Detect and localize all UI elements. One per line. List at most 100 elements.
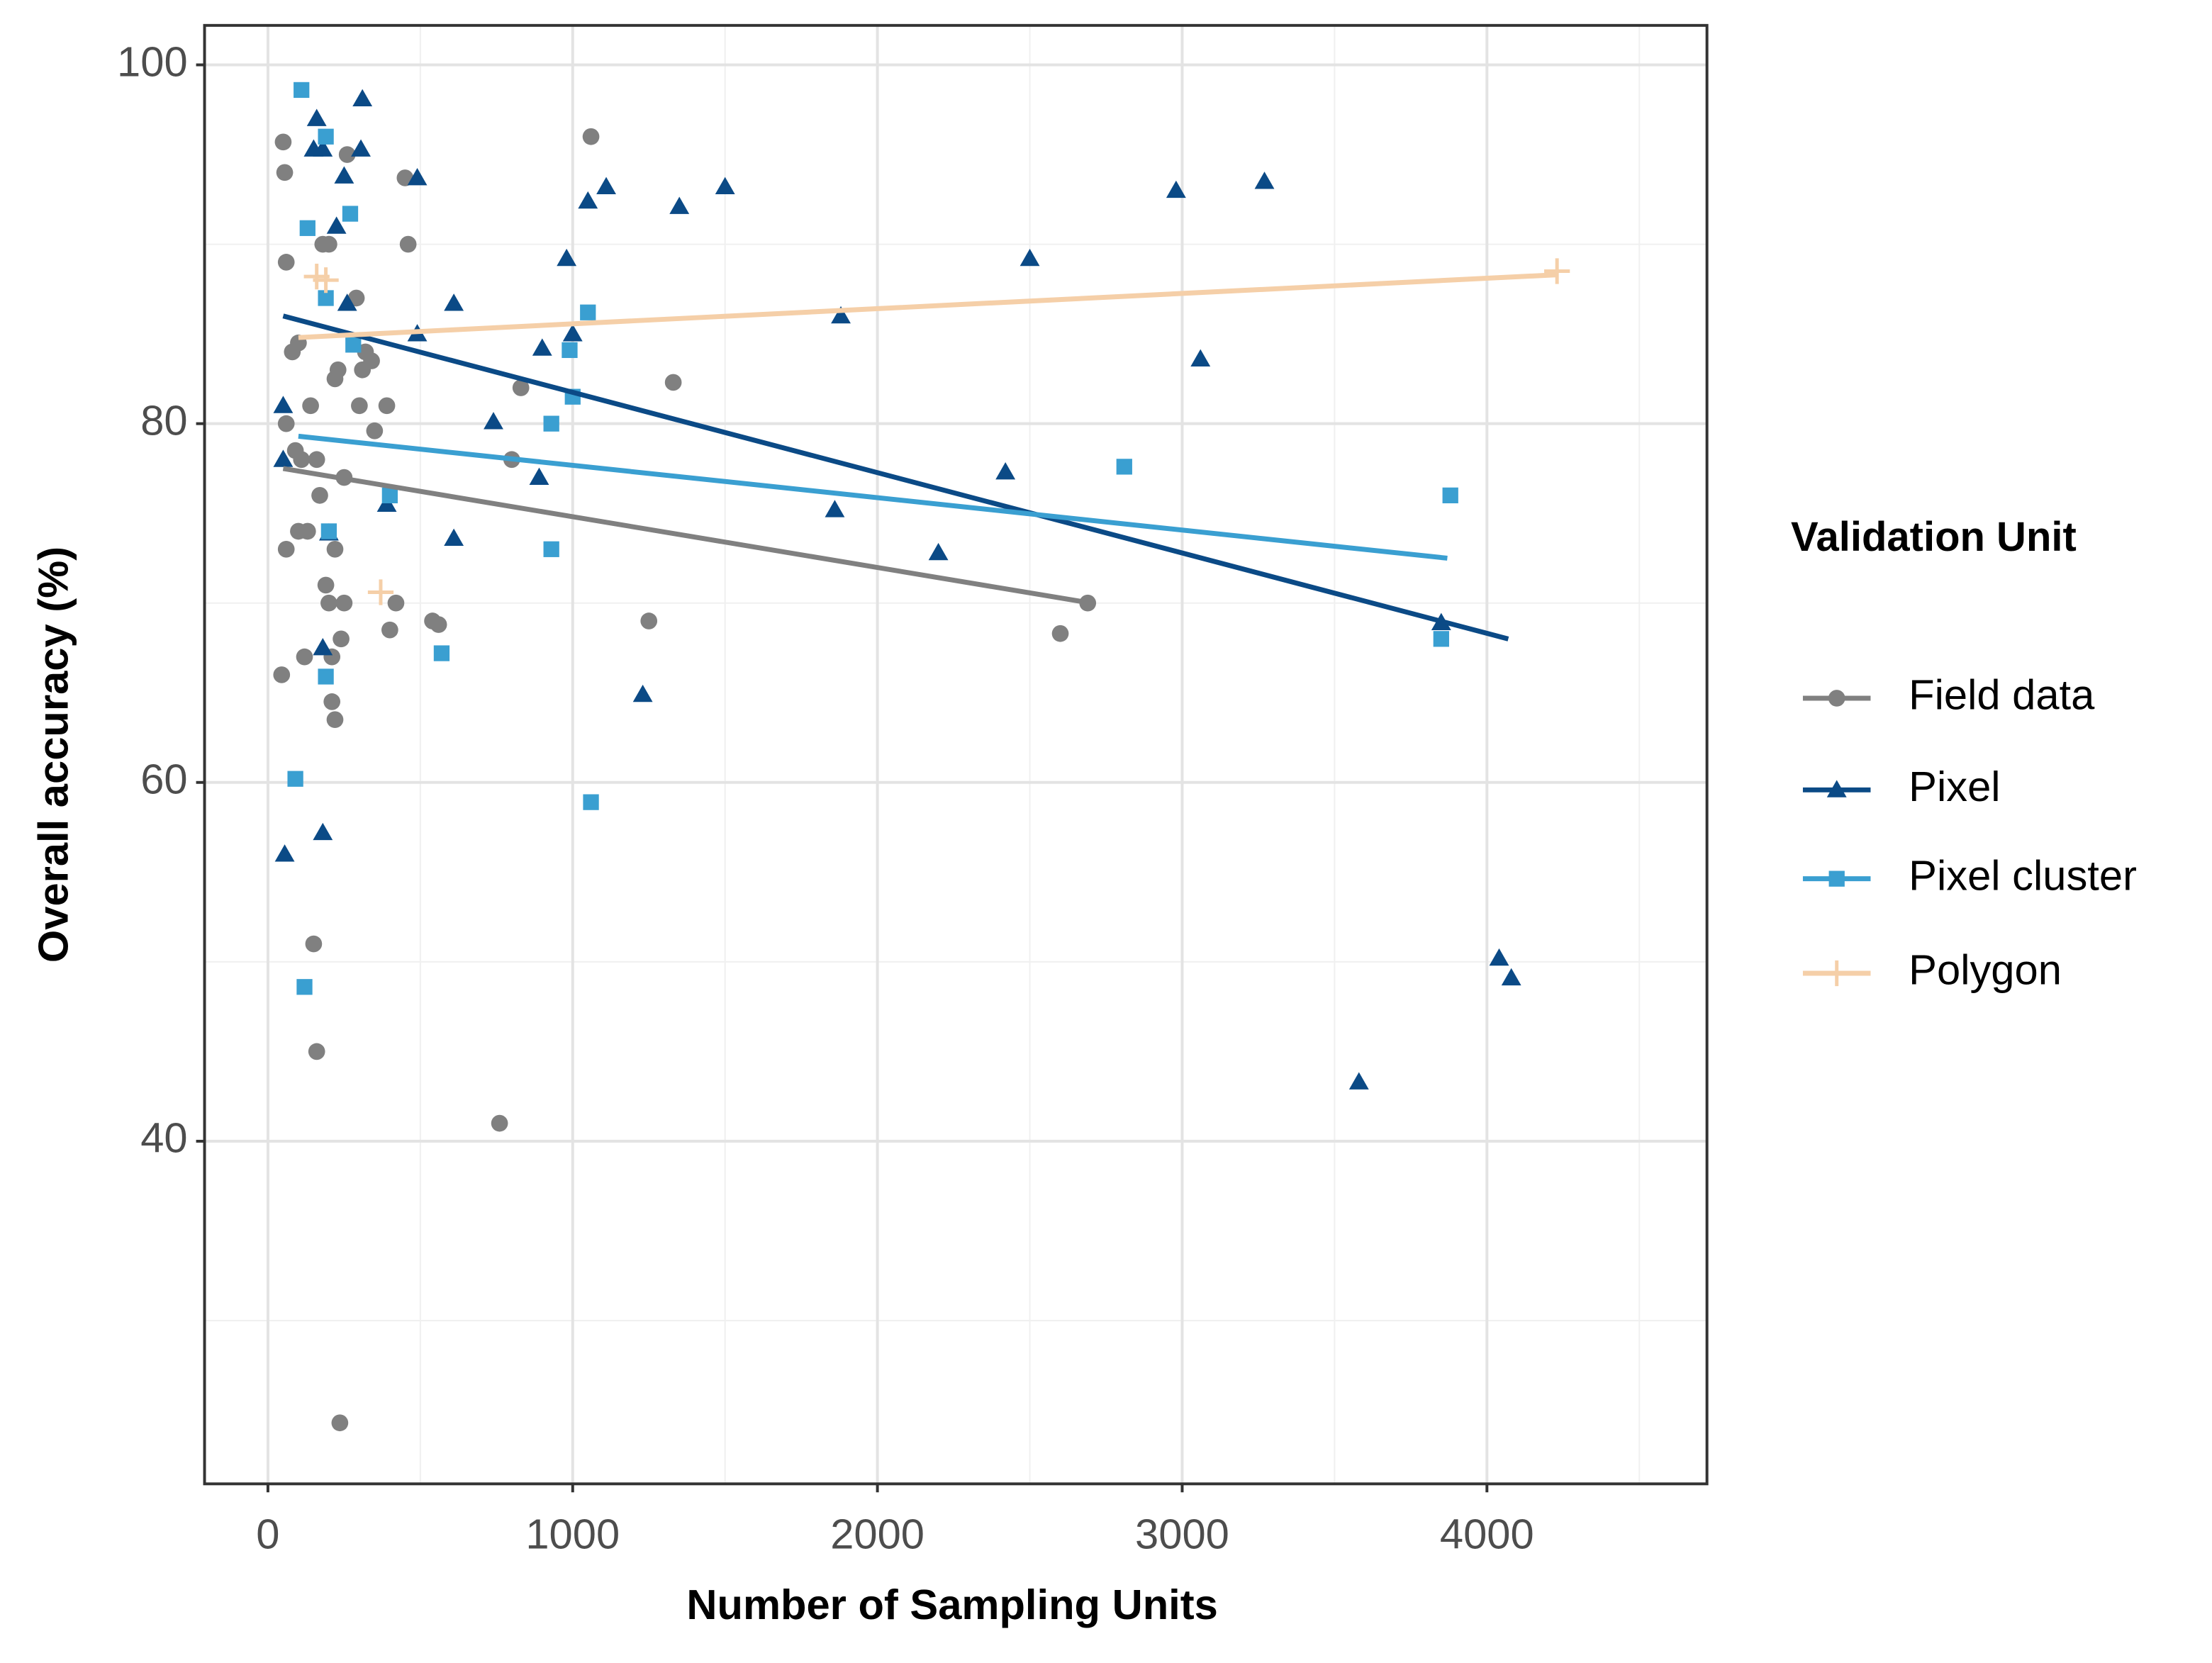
x-tick-label: 2000 <box>830 1511 925 1558</box>
point <box>543 415 559 432</box>
point <box>277 415 295 432</box>
point <box>273 666 291 683</box>
point <box>1020 248 1040 267</box>
point <box>296 648 313 666</box>
x-axis-title: Number of Sampling Units <box>686 1581 1217 1628</box>
point <box>407 168 428 186</box>
point <box>302 397 319 415</box>
point <box>1501 968 1521 986</box>
trend-line <box>282 313 1509 642</box>
y-axis-title: Overall accuracy (%) <box>29 547 77 963</box>
point <box>399 235 417 253</box>
point <box>274 133 292 151</box>
point <box>664 374 682 391</box>
point <box>529 467 549 486</box>
point <box>825 500 845 517</box>
trend-line <box>298 272 1558 340</box>
legend-key-marker <box>1823 960 1850 987</box>
point <box>334 166 354 184</box>
point <box>287 771 303 787</box>
trend-line <box>298 433 1448 561</box>
point <box>381 621 398 639</box>
point <box>326 540 344 558</box>
point <box>299 220 315 236</box>
point <box>294 82 310 99</box>
point <box>381 487 398 504</box>
point <box>274 844 295 862</box>
point <box>318 668 334 685</box>
point <box>293 451 311 469</box>
point <box>342 206 359 222</box>
point <box>326 216 347 234</box>
point <box>337 293 357 311</box>
marks <box>273 82 1570 1432</box>
point <box>580 304 596 320</box>
legend-label: Field data <box>1909 671 2095 719</box>
point <box>669 196 690 214</box>
y-tick-label: 40 <box>140 1114 187 1162</box>
point <box>323 693 341 710</box>
trend-line <box>282 466 1092 606</box>
point <box>640 612 658 629</box>
point <box>484 412 503 430</box>
grid <box>204 25 1707 1484</box>
point <box>632 684 653 702</box>
y-tick-label: 80 <box>140 396 187 444</box>
point <box>562 342 578 359</box>
point <box>313 267 339 293</box>
point <box>352 89 373 107</box>
point <box>311 487 328 504</box>
point <box>308 1043 325 1060</box>
point <box>532 338 552 356</box>
point <box>345 337 362 353</box>
point <box>313 638 333 656</box>
point <box>326 711 344 729</box>
point <box>1544 258 1570 284</box>
x-tick-label: 1000 <box>525 1511 620 1558</box>
axes: 0 1000 2000 3000 4000 40 60 80 100 <box>117 38 1534 1557</box>
legend-title: Validation Unit <box>1791 514 2077 560</box>
point <box>378 397 396 415</box>
point <box>318 290 334 306</box>
point <box>562 324 583 342</box>
point <box>557 248 577 267</box>
point <box>1051 625 1069 642</box>
plot-border <box>203 23 1709 1486</box>
point <box>1442 487 1458 504</box>
point <box>367 579 394 605</box>
point <box>1489 948 1509 966</box>
point <box>318 128 334 145</box>
point <box>338 146 356 163</box>
point <box>320 594 337 612</box>
point <box>320 235 337 253</box>
x-tick-label: 4000 <box>1440 1511 1534 1558</box>
point <box>317 576 335 594</box>
plot-panel <box>204 25 1707 1484</box>
point <box>715 177 735 195</box>
point <box>578 191 598 209</box>
point <box>313 822 333 841</box>
point <box>491 1114 508 1132</box>
legend-key-marker <box>1828 870 1845 887</box>
point <box>1116 459 1132 475</box>
point <box>320 523 337 539</box>
point <box>313 139 333 157</box>
legend-key-marker <box>1826 780 1847 797</box>
point <box>596 177 616 195</box>
point <box>433 645 450 661</box>
point <box>1433 631 1449 647</box>
x-tick-label: 3000 <box>1135 1511 1229 1558</box>
point <box>543 541 559 557</box>
point <box>326 370 344 388</box>
point <box>430 616 447 633</box>
legend-label: Pixel <box>1909 763 2000 810</box>
y-tick-label: 100 <box>117 38 188 85</box>
point <box>296 979 313 995</box>
point <box>444 528 464 547</box>
point <box>305 935 323 953</box>
point <box>335 594 353 612</box>
point <box>331 1414 349 1432</box>
point <box>995 462 1016 480</box>
legend-key-marker <box>1828 690 1845 707</box>
